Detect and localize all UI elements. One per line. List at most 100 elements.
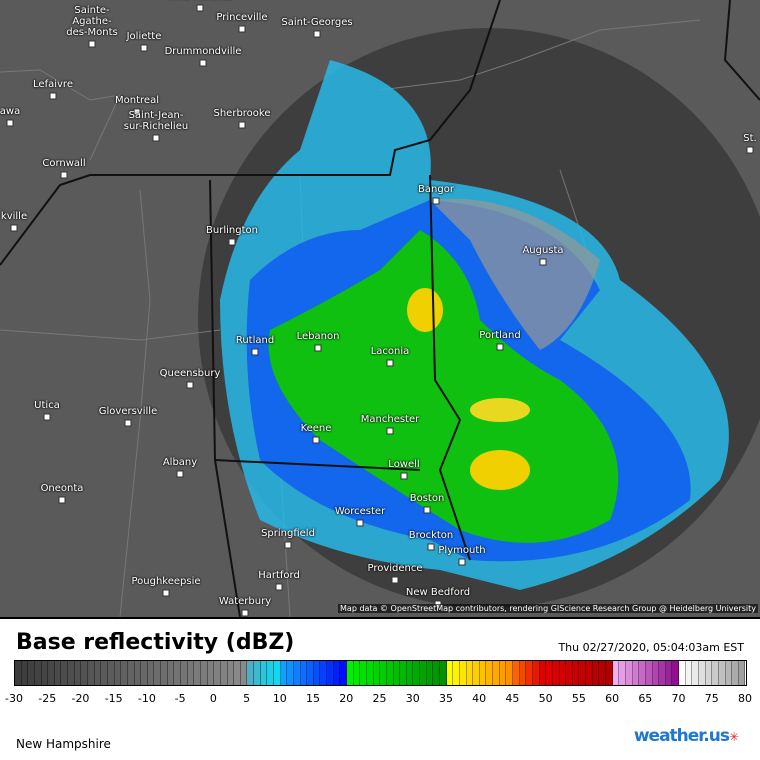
city-marker bbox=[539, 258, 547, 266]
city-label: Saint-Georges bbox=[281, 17, 353, 28]
city-marker bbox=[196, 4, 204, 12]
tick-label: -30 bbox=[5, 692, 23, 705]
color-scale-segment bbox=[147, 661, 155, 685]
city-marker bbox=[386, 427, 394, 435]
color-scale-segment bbox=[446, 661, 454, 685]
city-marker bbox=[314, 344, 322, 352]
color-scale-segment bbox=[586, 661, 593, 685]
color-scale-segment bbox=[300, 661, 308, 685]
tick-label: 30 bbox=[405, 692, 420, 705]
city-marker bbox=[312, 436, 320, 444]
city-label: Cornwall bbox=[42, 158, 86, 169]
city-marker bbox=[152, 134, 160, 142]
tick-label: 0 bbox=[209, 692, 217, 705]
color-scale-segment bbox=[54, 661, 62, 685]
city-label: Sainte- Agathe- des-Monts bbox=[66, 5, 118, 38]
color-scale-segment bbox=[68, 661, 75, 685]
city-label: awa bbox=[0, 106, 21, 117]
color-scale-segment bbox=[74, 661, 82, 685]
city-label: Burlington bbox=[206, 225, 258, 236]
sun-icon: ✳ bbox=[728, 730, 739, 744]
city-marker bbox=[313, 30, 321, 38]
city-marker bbox=[400, 472, 408, 480]
color-scale-segment bbox=[200, 661, 208, 685]
color-scale-segment bbox=[539, 661, 547, 685]
city-label: St. bbox=[743, 133, 757, 144]
color-scale-segment bbox=[214, 661, 221, 685]
color-scale-segment bbox=[572, 661, 580, 685]
color-scale-segment bbox=[366, 661, 374, 685]
city-marker bbox=[746, 146, 754, 154]
color-scale-segment bbox=[400, 661, 407, 685]
color-scale-segment bbox=[513, 661, 520, 685]
color-scale-segment bbox=[386, 661, 394, 685]
color-scale-segment bbox=[393, 661, 401, 685]
color-scale-segment bbox=[559, 661, 567, 685]
city-marker bbox=[6, 119, 14, 127]
color-scale-segment bbox=[107, 661, 115, 685]
city-marker bbox=[251, 348, 259, 356]
color-scale-segment bbox=[606, 661, 613, 685]
weather-us-logo[interactable]: weather.us✳ bbox=[634, 726, 739, 746]
city-label: Oneonta bbox=[40, 483, 84, 494]
city-label: Augusta bbox=[522, 245, 564, 256]
city-marker bbox=[432, 197, 440, 205]
color-scale-segment bbox=[94, 661, 102, 685]
reflectivity-color-scale bbox=[14, 660, 747, 686]
color-scale-segment bbox=[347, 661, 354, 685]
radar-layer bbox=[0, 0, 760, 617]
city-marker bbox=[458, 558, 466, 566]
color-scale-segment bbox=[287, 661, 294, 685]
legend-title: Base reflectivity (dBZ) bbox=[16, 630, 295, 655]
color-scale-segment bbox=[413, 661, 421, 685]
city-label: Princeville bbox=[216, 12, 268, 23]
color-scale-segment bbox=[453, 661, 460, 685]
radar-map[interactable]: Trois-Rivières Sainte- Agathe- des-Monts J… bbox=[0, 0, 760, 619]
color-scale-segment bbox=[121, 661, 128, 685]
tick-label: 45 bbox=[505, 692, 520, 705]
color-scale-segment bbox=[88, 661, 95, 685]
city-marker bbox=[10, 224, 18, 232]
color-scale-segment bbox=[34, 661, 42, 685]
state-borders bbox=[0, 0, 760, 617]
city-marker bbox=[241, 609, 249, 617]
color-scale-segment bbox=[247, 661, 255, 685]
city-label: Joliette bbox=[126, 31, 162, 42]
city-label: Plymouth bbox=[438, 545, 486, 556]
color-scale-segment bbox=[207, 661, 215, 685]
color-scale-segment bbox=[327, 661, 334, 685]
city-label: Portland bbox=[479, 330, 521, 341]
city-label: Worcester bbox=[334, 506, 386, 517]
color-scale-segment bbox=[639, 661, 646, 685]
tick-label: 60 bbox=[605, 692, 620, 705]
color-scale-segment bbox=[320, 661, 328, 685]
city-label: Utica bbox=[34, 400, 60, 411]
color-scale-segment bbox=[254, 661, 261, 685]
city-label: Albany bbox=[162, 457, 198, 468]
color-scale-segment bbox=[493, 661, 500, 685]
color-scale-segment bbox=[360, 661, 367, 685]
color-scale-segment bbox=[48, 661, 55, 685]
color-scale-segment bbox=[665, 661, 673, 685]
color-scale-segment bbox=[127, 661, 135, 685]
color-scale-segment bbox=[506, 661, 514, 685]
color-scale-segment bbox=[473, 661, 480, 685]
color-scale-segment bbox=[167, 661, 175, 685]
city-marker bbox=[88, 40, 96, 48]
color-scale-segment bbox=[732, 661, 739, 685]
color-scale-segment bbox=[28, 661, 35, 685]
map-attribution[interactable]: Map data © OpenStreetMap contributors, r… bbox=[338, 604, 758, 613]
city-marker bbox=[49, 92, 57, 100]
city-label: Lefaivre bbox=[33, 79, 73, 90]
color-scale-segment bbox=[679, 661, 686, 685]
city-label: kville bbox=[0, 211, 28, 222]
color-scale-segment bbox=[420, 661, 427, 685]
color-scale-segment bbox=[612, 661, 620, 685]
color-scale-segment bbox=[353, 661, 361, 685]
tick-label: 80 bbox=[738, 692, 752, 705]
color-scale-segment bbox=[134, 661, 142, 685]
color-scale-segment bbox=[15, 661, 22, 685]
color-scale-segment bbox=[499, 661, 507, 685]
city-marker bbox=[284, 541, 292, 549]
color-scale-segment bbox=[267, 661, 274, 685]
